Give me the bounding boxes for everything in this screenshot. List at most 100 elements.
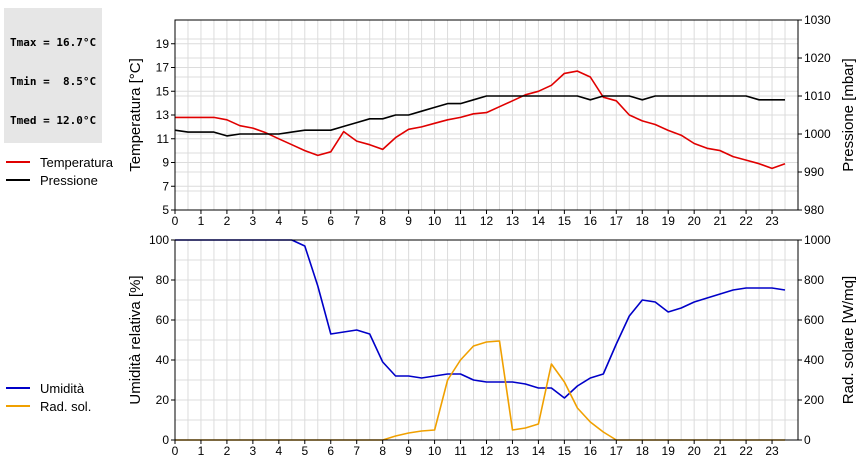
x-tick-label: 14	[532, 444, 546, 458]
y-tick-label: 20	[156, 393, 170, 407]
y2-tick-label: 0	[804, 433, 811, 447]
y2-tick-label: 1000	[804, 127, 831, 141]
x-tick-label: 2	[224, 214, 231, 228]
x-tick-label: 23	[765, 444, 779, 458]
x-tick-label: 12	[480, 214, 494, 228]
x-tick-label: 19	[662, 444, 676, 458]
stat-tmax: Tmax = 16.7°C	[10, 36, 97, 49]
x-tick-label: 14	[532, 214, 546, 228]
x-tick-label: 19	[662, 214, 676, 228]
y-tick-label: 5	[162, 203, 169, 217]
stat-tmed: Tmed = 12.0°C	[10, 114, 97, 127]
y2-tick-label: 800	[804, 273, 824, 287]
x-tick-label: 18	[636, 444, 650, 458]
y-tick-label: 11	[157, 132, 170, 146]
x-tick-label: 5	[301, 444, 308, 458]
x-tick-label: 16	[584, 214, 598, 228]
legend-item-radsol: Rad. sol.	[6, 397, 91, 415]
x-tick-label: 16	[584, 444, 598, 458]
x-tick-label: 5	[301, 214, 308, 228]
x-tick-label: 17	[610, 444, 624, 458]
y-tick-label: 0	[162, 433, 169, 447]
x-tick-label: 11	[454, 444, 467, 458]
legend-label-pressione: Pressione	[40, 172, 98, 188]
y2-tick-label: 200	[804, 393, 824, 407]
x-tick-label: 4	[275, 214, 282, 228]
chart-panel-temperature-pressure: 0 1 2 3 4 5 6 7 8 9 10 11 12 13 14 15 16 17 18 19 20 21 22 2357…	[127, 13, 857, 228]
y-tick-label: 19	[156, 37, 170, 51]
x-tick-label: 7	[353, 444, 360, 458]
series-line-left	[175, 70, 786, 170]
x-tick-label: 18	[636, 214, 650, 228]
x-tick-label: 10	[428, 214, 442, 228]
x-tick-label: 3	[250, 444, 257, 458]
y2-tick-label: 400	[804, 353, 824, 367]
x-tick-label: 6	[327, 444, 334, 458]
legend-label-umidita: Umidità	[40, 380, 85, 396]
x-tick-label: 13	[506, 214, 520, 228]
x-tick-label: 20	[687, 214, 701, 228]
y-tick-label: 9	[162, 156, 169, 170]
legend-swatch-pressione	[6, 179, 30, 181]
stats-box: Tmax = 16.7°C Tmin = 8.5°C Tmed = 12.0°C	[4, 8, 103, 143]
x-tick-label: 0	[172, 214, 179, 228]
legend-bottom: Umidità Rad. sol.	[6, 379, 91, 415]
stat-tmin: Tmin = 8.5°C	[10, 75, 97, 88]
x-tick-label: 1	[198, 444, 205, 458]
legend-swatch-radsol	[6, 405, 30, 407]
y2-tick-label: 600	[804, 313, 824, 327]
legend-swatch-umidita	[6, 387, 30, 389]
y-tick-label: 80	[156, 273, 170, 287]
y2-tick-label: 1030	[804, 13, 831, 27]
x-tick-label: 7	[353, 214, 360, 228]
y2-axis-title: Pressione [mbar]	[840, 58, 857, 171]
y2-tick-label: 980	[804, 203, 824, 217]
x-tick-label: 17	[610, 214, 624, 228]
x-tick-label: 10	[428, 444, 442, 458]
y2-tick-label: 990	[804, 165, 824, 179]
x-tick-label: 0	[172, 444, 179, 458]
x-tick-label: 8	[379, 444, 386, 458]
y-axis-title: Temperatura [°C]	[127, 58, 144, 172]
x-tick-label: 22	[739, 214, 753, 228]
x-tick-label: 3	[250, 214, 257, 228]
y2-tick-label: 1010	[804, 89, 831, 103]
y-tick-label: 13	[156, 108, 170, 122]
x-tick-label: 9	[405, 444, 412, 458]
x-tick-label: 20	[687, 444, 701, 458]
x-tick-label: 12	[480, 444, 494, 458]
y-axis-title: Umidità relativa [%]	[127, 275, 144, 404]
y-tick-label: 7	[162, 179, 169, 193]
x-tick-label: 2	[224, 444, 231, 458]
x-tick-label: 4	[275, 444, 282, 458]
series-line-left	[175, 239, 786, 399]
series-line-right	[174, 95, 785, 137]
legend-top: Temperatura Pressione	[6, 153, 113, 189]
y-tick-label: 100	[149, 233, 169, 247]
x-tick-label: 13	[506, 444, 520, 458]
x-tick-label: 1	[198, 214, 205, 228]
x-tick-label: 9	[405, 214, 412, 228]
y2-axis-title: Rad. solare [W/mq]	[840, 276, 857, 404]
x-tick-label: 23	[765, 214, 779, 228]
chart-panel-humidity-radiation: 0 1 2 3 4 5 6 7 8 9 10 11 12 13 14 15 16 17 18 19 20 21 22 2302…	[127, 233, 857, 458]
series-line-right	[175, 340, 785, 441]
x-tick-label: 22	[739, 444, 753, 458]
x-tick-label: 15	[558, 444, 572, 458]
y-tick-label: 60	[156, 313, 170, 327]
legend-item-umidita: Umidità	[6, 379, 91, 397]
y2-tick-label: 1020	[804, 51, 831, 65]
x-tick-label: 21	[713, 444, 727, 458]
y-tick-label: 15	[156, 84, 170, 98]
legend-item-temperatura: Temperatura	[6, 153, 113, 171]
x-tick-label: 11	[454, 214, 467, 228]
y-tick-label: 40	[156, 353, 170, 367]
x-tick-label: 6	[327, 214, 334, 228]
legend-label-radsol: Rad. sol.	[40, 398, 92, 414]
x-tick-label: 8	[379, 214, 386, 228]
legend-item-pressione: Pressione	[6, 171, 113, 189]
x-tick-label: 21	[713, 214, 727, 228]
y-tick-label: 17	[156, 61, 170, 75]
legend-label-temperatura: Temperatura	[40, 154, 113, 170]
